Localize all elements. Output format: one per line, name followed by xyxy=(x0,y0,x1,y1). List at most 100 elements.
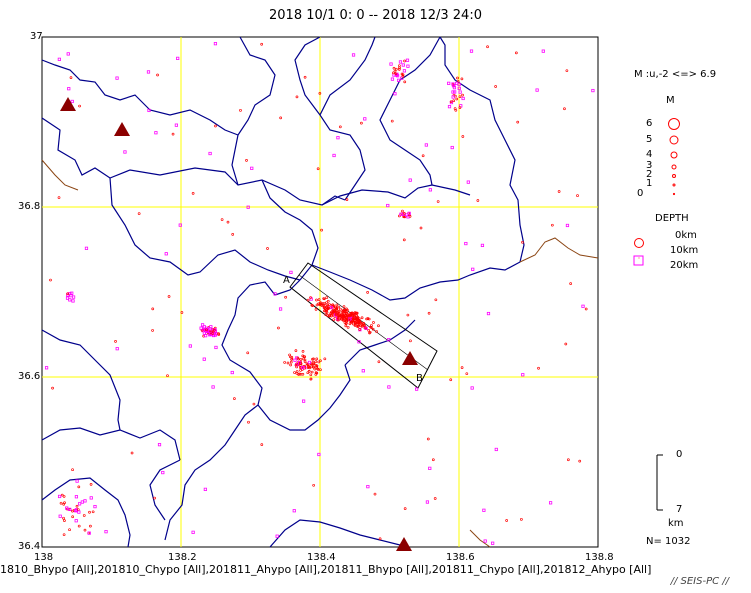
epicenter-marker xyxy=(146,70,151,74)
epicenter-marker xyxy=(326,299,330,303)
epicenter-marker xyxy=(347,318,350,322)
m-level: 1 xyxy=(646,178,653,189)
epicenter-marker xyxy=(306,298,310,302)
epicenter-marker xyxy=(176,56,180,60)
epicenter-marker xyxy=(452,99,456,103)
x-tick-label: 138 xyxy=(34,552,54,563)
epicenter-marker xyxy=(307,360,312,365)
epicenter-marker xyxy=(315,298,318,302)
admin-boundaries xyxy=(41,36,525,548)
epicenter-marker xyxy=(91,510,95,514)
epicenter-marker xyxy=(452,86,457,90)
epicenter-marker xyxy=(480,243,485,248)
scale-top-label: 0 xyxy=(676,449,683,460)
triangle-icon xyxy=(114,122,130,136)
epicenter-marker xyxy=(393,92,397,96)
depth-level: 20km xyxy=(670,260,699,271)
epicenter-marker xyxy=(453,90,457,94)
epicenter-marker xyxy=(311,362,315,366)
epicenter-marker xyxy=(352,322,355,326)
epicenter-marker xyxy=(341,314,345,318)
epicenter-marker xyxy=(447,81,451,85)
epicenter-marker xyxy=(451,90,455,94)
epicenter-marker xyxy=(461,96,465,101)
epicenter-marker xyxy=(326,303,329,307)
epicenter-marker xyxy=(372,321,375,324)
epicenter-marker xyxy=(367,328,371,332)
epicenter-marker xyxy=(293,371,296,374)
epicenter-marker xyxy=(279,116,283,120)
epicenter-marker xyxy=(77,485,81,489)
epicenter-marker xyxy=(299,358,303,361)
epicenter-marker xyxy=(427,311,431,315)
epicenter-marker xyxy=(449,378,453,382)
epicenter-marker xyxy=(319,368,322,372)
epicenter-marker xyxy=(357,340,361,344)
epicenter-marker xyxy=(567,458,570,462)
epicenter-marker xyxy=(151,329,154,332)
y-tick-label: 36.6 xyxy=(18,371,41,382)
epicenter-marker xyxy=(71,515,75,519)
epicenter-marker xyxy=(188,344,192,348)
m-level: 2 xyxy=(646,169,653,180)
epicenter-marker xyxy=(278,307,283,311)
x-tick-label: 138.4 xyxy=(307,552,336,563)
epicenter-marker xyxy=(310,303,314,307)
epicenter-marker xyxy=(57,494,62,499)
epicenter-marker xyxy=(286,361,290,365)
epicenter-marker xyxy=(336,317,340,320)
epicenter-marker xyxy=(339,307,342,311)
section-label-b: B xyxy=(416,373,423,384)
grid-lines xyxy=(42,37,598,547)
epicenter-marker xyxy=(208,151,212,156)
epicenter-layer xyxy=(44,42,595,545)
epicenter-marker xyxy=(327,306,331,310)
epicenter-marker xyxy=(174,123,178,127)
epicenter-marker xyxy=(397,78,401,82)
cross-section-box[interactable] xyxy=(289,262,438,389)
epicenter-marker xyxy=(66,52,70,56)
epicenter-marker xyxy=(455,97,459,101)
data-sources: 1810_Bhypo [All],201810_Chypo [All],2018… xyxy=(0,563,652,576)
epicenter-marker xyxy=(366,485,370,489)
epicenter-marker xyxy=(311,357,314,361)
epicenter-marker xyxy=(335,303,339,307)
epicenter-marker xyxy=(401,73,405,77)
epicenter-marker xyxy=(377,324,380,328)
epicenter-marker xyxy=(62,516,65,520)
epicenter-marker xyxy=(394,72,398,76)
epicenter-marker xyxy=(341,313,345,317)
epicenter-marker xyxy=(87,531,91,535)
m-level: 6 xyxy=(646,118,653,129)
epicenter-marker xyxy=(323,357,327,361)
epicenter-marker xyxy=(341,318,345,321)
epicenter-marker xyxy=(114,339,117,343)
epicenter-marker xyxy=(209,325,213,329)
epicenter-marker xyxy=(351,53,356,57)
depth-header: DEPTH xyxy=(655,213,689,224)
magnitude-header: M xyxy=(666,95,675,106)
epicenter-marker xyxy=(83,528,87,532)
triangle-icon xyxy=(402,351,418,365)
epicenter-marker xyxy=(71,299,75,303)
epicenter-marker xyxy=(486,45,489,49)
epicenter-marker xyxy=(346,314,350,318)
epicenter-marker xyxy=(213,42,218,46)
epicenter-marker xyxy=(167,295,171,298)
epicenter-marker xyxy=(358,328,362,331)
epicenter-marker xyxy=(345,198,349,201)
epicenter-marker xyxy=(309,377,313,381)
epicenter-marker xyxy=(324,309,328,313)
epicenter-marker xyxy=(295,95,299,99)
epicenter-marker xyxy=(405,58,410,62)
section-label-a: A xyxy=(283,275,290,286)
epicenter-marker xyxy=(156,73,159,77)
epicenter-marker xyxy=(494,447,498,452)
epicenter-marker xyxy=(57,196,61,199)
epicenter-marker xyxy=(289,363,292,367)
epicenter-marker xyxy=(77,510,81,514)
epicenter-marker xyxy=(289,270,293,275)
epicenter-marker xyxy=(456,76,459,80)
epicenter-marker xyxy=(345,307,348,311)
epicenter-marker xyxy=(353,311,357,314)
